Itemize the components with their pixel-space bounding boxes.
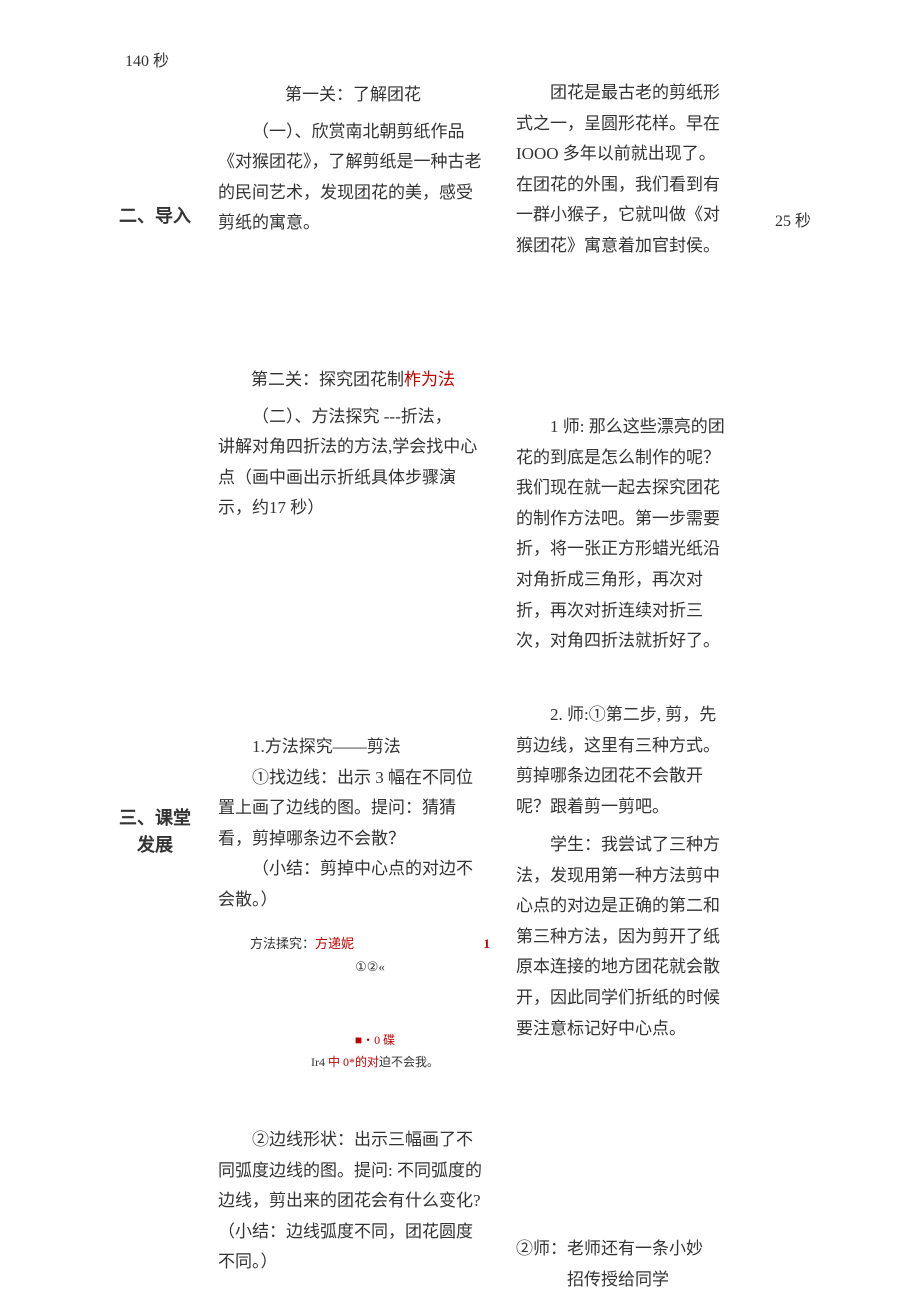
section-3-mid-2a: 1.方法探究——剪法 — [218, 732, 488, 763]
section-3-right-3: 学生：我尝试了三种方法，发现用第一种方法剪中心点的对边是正确的第二和第三种方法，… — [516, 830, 726, 1050]
section-3-mid-2c: （小结：剪掉中心点的对边不会散。） — [218, 854, 488, 915]
inset-seq: ①②« — [250, 955, 490, 978]
inset-caption-b-post: 迫不会我。 — [379, 1055, 439, 1069]
section-3-mid-title-red: 柞为法 — [404, 370, 455, 389]
section-2-mid-title: 第一关：了解团花 — [218, 80, 488, 111]
section-3-mid-1a: （二）、方法探究 ---折法， — [218, 402, 488, 433]
section-2-mid-body: （一）、欣赏南北朝剪纸作品《对猴团花》，了解剪纸是一种古老的民间艺术，发现团花的… — [218, 117, 488, 239]
section-3-right-4a: ②师：老师还有一条小妙 — [516, 1234, 726, 1265]
section-3-mid-title: 第二关：探究团花制柞为法 — [218, 365, 488, 396]
section-3-mid-block-b: 1.方法探究——剪法 ①找边线：出示 3 幅在不同位置上画了边线的图。提问：猜猜… — [218, 732, 488, 922]
inset-caption-b: Ir4 中 0*的对迫不会我。 — [270, 1052, 480, 1074]
section-2-mid: 第一关：了解团花 （一）、欣赏南北朝剪纸作品《对猴团花》，了解剪纸是一种古老的民… — [218, 80, 488, 245]
section-3-right-1-text: 1 师: 那么这些漂亮的团花的到底是怎么制作的呢？我们现在就一起去探究团花的制作… — [516, 412, 726, 657]
page-top-note: 140 秒 — [125, 48, 169, 77]
inset-caption-a: ■・0 碟 — [270, 1030, 480, 1052]
section-3-right-2: 2. 师:①第二步, 剪，先剪边线，这里有三种方式。剪掉哪条边团花不会散开呢？跟… — [516, 700, 726, 828]
section-3-mid-3a: ②边线形状：出示三幅画了不同弧度边线的图。提问: 不同弧度的边线，剪出来的团花会… — [218, 1125, 488, 1217]
section-2-right-body: 团花是最古老的剪纸形式之一，呈圆形花样。早在 IOOO 多年以前就出现了。在团花… — [516, 78, 726, 262]
section-3-right-4: ②师：老师还有一条小妙 招传授给同学 — [516, 1234, 726, 1295]
section-3-mid-1b: 讲解对角四折法的方法,学会找中心点（画中画出示折纸具体步骤演示，约17 秒） — [218, 432, 488, 524]
section-3-right-1: 1 师: 那么这些漂亮的团花的到底是怎么制作的呢？我们现在就一起去探究团花的制作… — [516, 412, 726, 663]
inset-line1: 方法揉究：方递妮 1 — [250, 932, 490, 955]
section-3-mid-3b: （小结：边线弧度不同，团花圆度不同。） — [218, 1217, 488, 1278]
section-3-inset-caption: ■・0 碟 Ir4 中 0*的对迫不会我。 — [270, 1030, 480, 1073]
section-3-right-2-text: 2. 师:①第二步, 剪，先剪边线，这里有三种方式。剪掉哪条边团花不会散开呢？跟… — [516, 700, 726, 822]
section-3-mid-2b: ①找边线：出示 3 幅在不同位置上画了边线的图。提问：猜猜看，剪掉哪条边不会散？ — [218, 763, 488, 855]
section-3-inset: 方法揉究：方递妮 1 ①②« — [250, 932, 490, 979]
inset-label: 方法揉究： — [250, 936, 315, 951]
section-3-right-4b: 招传授给同学 — [516, 1265, 726, 1296]
section-3-right-3-text: 学生：我尝试了三种方法，发现用第一种方法剪中心点的对边是正确的第二和第三种方法，… — [516, 830, 726, 1044]
inset-caption-b-pre: Ir4 — [311, 1055, 328, 1069]
section-3-mid-block-a: 第二关：探究团花制柞为法 （二）、方法探究 ---折法， 讲解对角四折法的方法,… — [218, 365, 488, 524]
inset-caption-a-red: ■・0 碟 — [355, 1033, 395, 1047]
section-2-label: 二、导入 — [110, 200, 200, 232]
section-3-mid-title-text: 第二关：探究团花制 — [251, 370, 404, 389]
section-3-label-line1: 三、课堂 — [119, 808, 191, 828]
section-3-label-line2: 发展 — [137, 835, 173, 855]
inset-num: 1 — [484, 932, 491, 955]
section-2-far-note: 25 秒 — [775, 208, 811, 237]
inset-red: 方递妮 — [315, 936, 354, 951]
section-3-mid-block-c: ②边线形状：出示三幅画了不同弧度边线的图。提问: 不同弧度的边线，剪出来的团花会… — [218, 1125, 488, 1278]
section-3-label: 三、课堂 发展 — [110, 805, 200, 859]
section-2-right: 团花是最古老的剪纸形式之一，呈圆形花样。早在 IOOO 多年以前就出现了。在团花… — [516, 78, 726, 268]
inset-caption-b-red: 中 0*的对 — [328, 1055, 379, 1069]
